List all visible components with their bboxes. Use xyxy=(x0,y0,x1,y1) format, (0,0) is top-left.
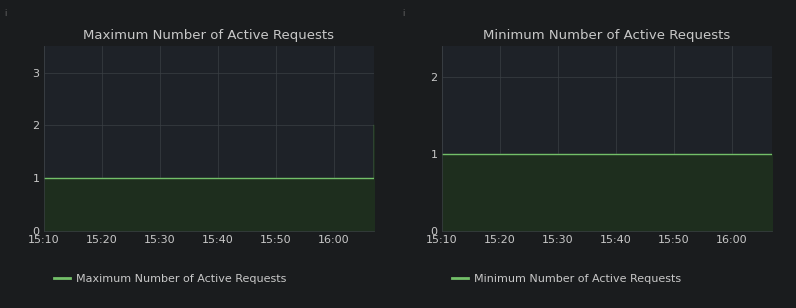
Legend: Maximum Number of Active Requests: Maximum Number of Active Requests xyxy=(49,270,291,289)
Text: i: i xyxy=(4,9,6,18)
Title: Minimum Number of Active Requests: Minimum Number of Active Requests xyxy=(483,29,731,42)
Text: i: i xyxy=(402,9,404,18)
Title: Maximum Number of Active Requests: Maximum Number of Active Requests xyxy=(84,29,334,42)
Legend: Minimum Number of Active Requests: Minimum Number of Active Requests xyxy=(447,270,685,289)
